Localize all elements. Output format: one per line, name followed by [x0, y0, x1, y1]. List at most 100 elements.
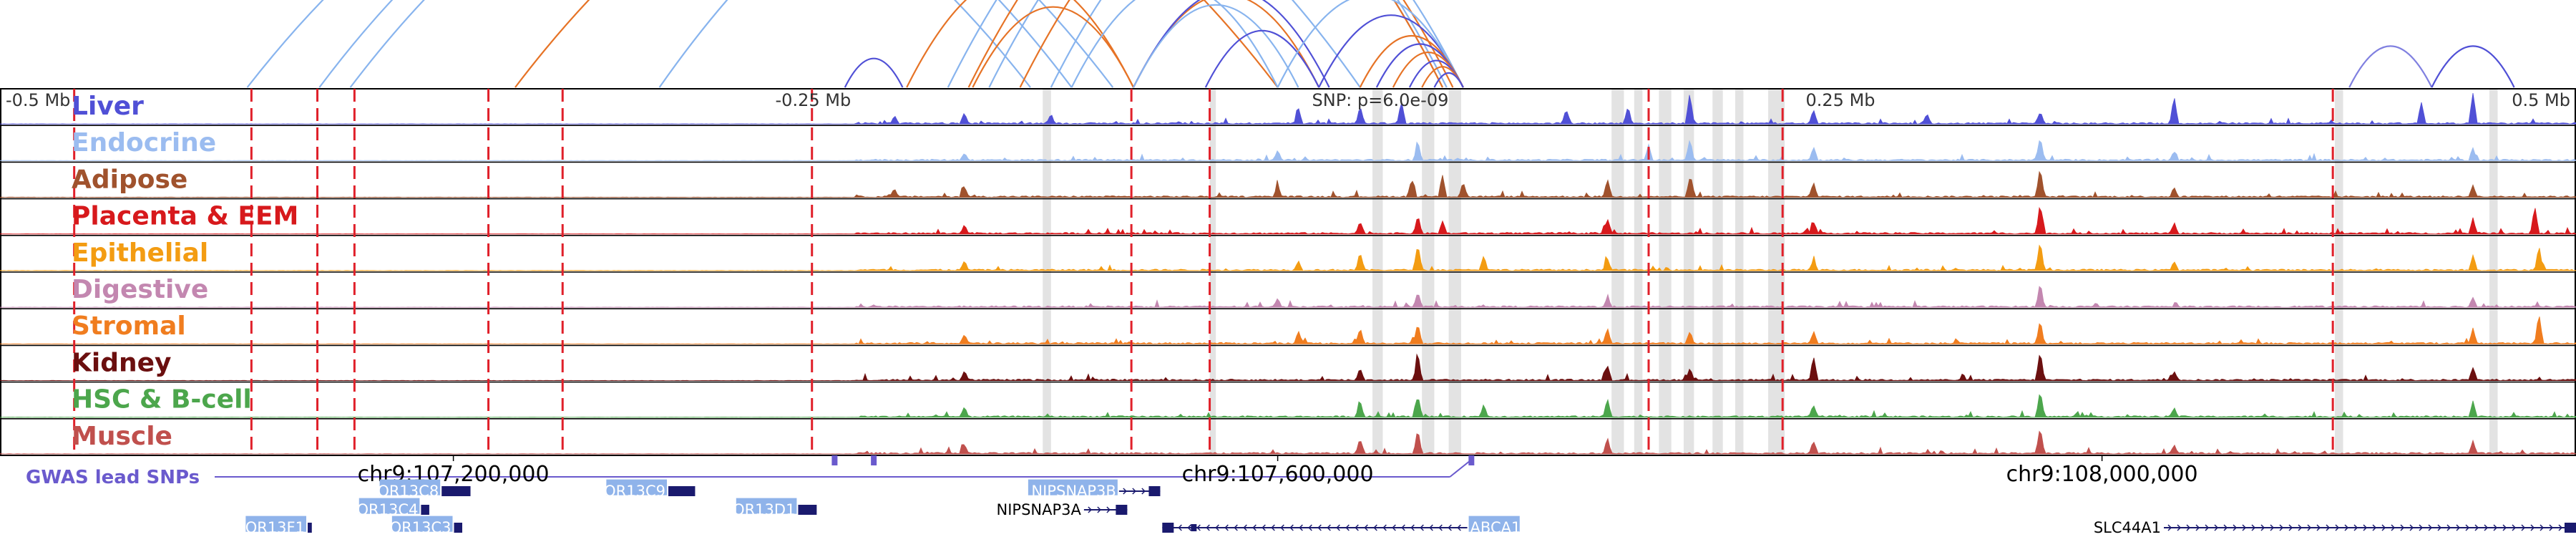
gene-exon	[2565, 523, 2576, 533]
strand-arrow	[1317, 524, 1322, 531]
strand-arrow	[1206, 524, 1210, 531]
strand-arrow	[1401, 524, 1405, 531]
track-label: Digestive	[72, 275, 208, 304]
loop-arc	[844, 57, 904, 88]
gene-exon	[1116, 505, 1128, 515]
signal-area	[0, 394, 2576, 418]
strand-arrow	[2456, 524, 2461, 531]
strand-arrow	[2279, 524, 2284, 531]
strand-arrow	[2400, 524, 2405, 531]
gene-label-highlight	[379, 479, 441, 495]
strand-arrow	[2242, 524, 2247, 531]
strand-arrow	[2233, 524, 2238, 531]
track-label: Endocrine	[72, 128, 216, 158]
gene-label: OR13C9	[604, 483, 665, 500]
strand-arrow	[2540, 524, 2545, 531]
signal-area	[0, 353, 2576, 382]
strand-arrow	[1392, 524, 1396, 531]
gwas-track: GWAS lead SNPs	[26, 455, 1475, 488]
strand-arrow	[2307, 524, 2312, 531]
strand-arrow	[1364, 524, 1368, 531]
strand-arrow	[1224, 524, 1229, 531]
strand-arrow	[2214, 524, 2219, 531]
gwas-track-label: GWAS lead SNPs	[26, 467, 200, 488]
strand-arrow	[2270, 524, 2275, 531]
strand-arrow	[2326, 524, 2331, 531]
loop-arc	[1070, 0, 1279, 88]
signal-area	[0, 316, 2576, 344]
loop-arc	[318, 0, 1073, 88]
loop-arc	[972, 6, 1134, 88]
gene-label: OR13C4	[357, 501, 419, 518]
loop-arc	[1433, 72, 1464, 88]
strand-arrow	[2298, 524, 2303, 531]
loop-arc	[2431, 45, 2515, 88]
track-label: Liver	[72, 92, 144, 121]
gene-exon	[1162, 523, 1174, 533]
strand-arrow	[1355, 524, 1359, 531]
signal-area	[0, 430, 2576, 455]
distance-tick-label: -0.5 Mb	[6, 90, 70, 110]
strand-arrow	[2428, 524, 2433, 531]
gene-label: ABCA1	[1470, 519, 1521, 536]
snp-pvalue-label: SNP: p=6.0e-09	[1312, 90, 1449, 110]
distance-tick-label: 0.25 Mb	[1806, 90, 1875, 110]
strand-arrow	[1088, 506, 1092, 513]
strand-arrow	[1215, 524, 1219, 531]
strand-arrow	[2530, 524, 2535, 531]
strand-arrow	[1345, 524, 1350, 531]
track-label: Epithelial	[72, 238, 208, 268]
distance-tick-label: 0.5 Mb	[2512, 90, 2570, 110]
signal-tracks	[0, 92, 2576, 455]
strand-arrow	[2381, 524, 2386, 531]
gene-exon	[798, 505, 817, 515]
loop-arc	[1204, 29, 1320, 88]
signal-area	[0, 170, 2576, 198]
coordinate-label: chr9:107,600,000	[1182, 462, 1374, 487]
loop-arc	[2348, 45, 2433, 88]
strand-arrow	[2391, 524, 2396, 531]
strand-arrow	[2446, 524, 2451, 531]
track-label: Adipose	[72, 165, 187, 194]
gene-label-highlight	[1028, 479, 1118, 495]
loop-arc	[947, 0, 1443, 88]
gene-exon	[454, 523, 462, 533]
loop-arc	[1019, 0, 1454, 88]
loop-arc	[967, 0, 1443, 88]
strand-arrow	[1123, 488, 1127, 495]
chromatin-loops	[246, 0, 2515, 88]
track-labels: Liver Endocrine Adipose Placenta & EEM Epith…	[72, 92, 298, 451]
strand-arrow	[2484, 524, 2489, 531]
strand-arrow	[2167, 524, 2172, 531]
gene-label-highlight	[606, 479, 667, 495]
coordinate-axis: chr9:107,200,000 chr9:107,600,000 chr9:108…	[358, 455, 2198, 487]
strand-arrow	[2195, 524, 2200, 531]
strand-arrow	[1327, 524, 1331, 531]
track-label: Placenta & EEM	[72, 202, 298, 231]
strand-arrow	[2521, 524, 2526, 531]
strand-arrow	[2251, 524, 2256, 531]
strand-arrow	[1097, 506, 1101, 513]
strand-arrow	[2288, 524, 2293, 531]
strand-arrow	[1336, 524, 1340, 531]
coordinate-label: chr9:108,000,000	[2006, 462, 2198, 487]
strand-arrow	[2335, 524, 2340, 531]
gene-label: OR13C8	[377, 483, 439, 500]
strand-arrow	[2353, 524, 2358, 531]
strand-arrow	[1132, 488, 1136, 495]
gwas-connector	[1449, 459, 1472, 478]
track-label: Muscle	[72, 422, 172, 451]
strand-arrow	[2316, 524, 2321, 531]
gene-label: OR13F1	[245, 519, 305, 536]
track-label: Kidney	[72, 348, 172, 377]
strand-arrow	[1252, 524, 1257, 531]
gene-exon	[308, 523, 312, 533]
signal-area	[0, 92, 2576, 125]
strand-arrow	[1280, 524, 1284, 531]
strand-arrow	[2549, 524, 2554, 531]
strand-arrow	[2372, 524, 2377, 531]
track-label: Stromal	[72, 311, 186, 341]
strand-arrow	[2260, 524, 2265, 531]
gene-label: NIPSNAP3A	[997, 501, 1082, 518]
gene-label-highlight	[358, 498, 420, 514]
